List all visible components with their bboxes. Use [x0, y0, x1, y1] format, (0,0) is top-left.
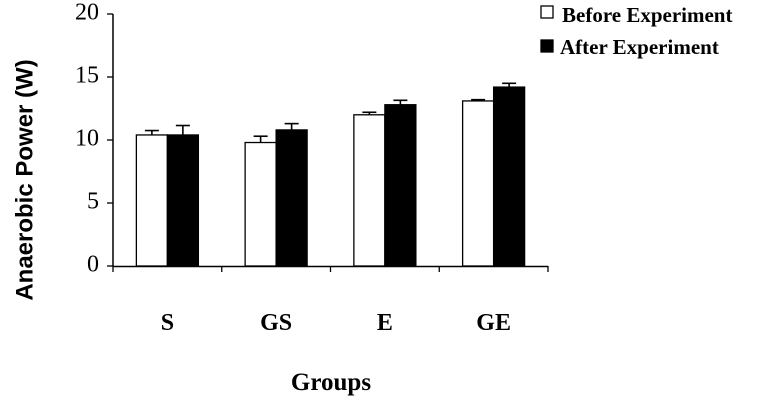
y-tick-label: 10	[75, 126, 99, 152]
legend: Before Experiment After Experiment	[540, 3, 732, 59]
y-tick-label: 0	[87, 252, 99, 278]
bar-after-ge	[492, 86, 526, 267]
legend-label-before: Before Experiment	[562, 3, 732, 27]
bar-after-gs	[275, 129, 308, 267]
legend-swatch-before	[540, 5, 554, 19]
x-tick-label: GE	[476, 310, 511, 336]
y-tick-label: 20	[75, 0, 99, 26]
x-axis-title: Groups	[291, 369, 371, 396]
legend-swatch-after	[540, 39, 554, 53]
x-tick-label: E	[377, 310, 393, 336]
plot-area: 0 5 10 15 20 S GS E GE	[75, 0, 549, 336]
y-tick-label: 5	[87, 189, 99, 215]
bar-before-e	[353, 114, 386, 267]
bar-after-s	[166, 134, 200, 267]
bar-before-s	[135, 134, 169, 267]
bar-after-e	[384, 104, 417, 267]
y-axis-title: Anaerobic Power (W)	[11, 59, 38, 300]
x-tick-label: S	[161, 310, 174, 336]
bar-before-ge	[461, 100, 495, 267]
legend-label-after: After Experiment	[560, 35, 719, 59]
x-tick-label: GS	[260, 310, 292, 336]
y-tick-label: 15	[75, 63, 99, 89]
bar-before-gs	[244, 141, 277, 267]
